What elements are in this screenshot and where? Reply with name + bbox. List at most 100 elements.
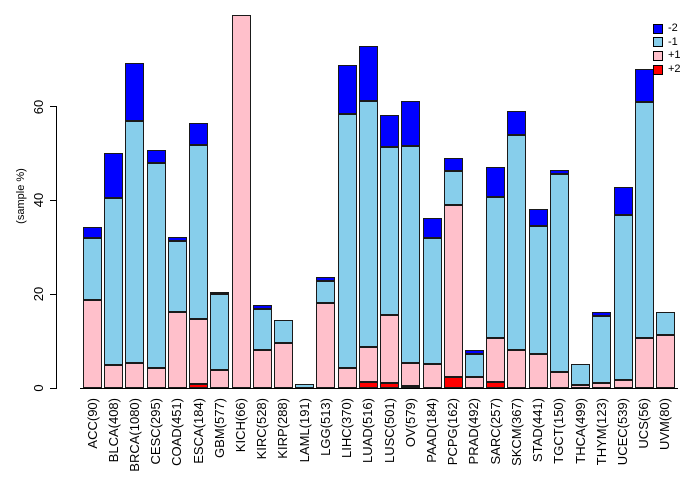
bar-group bbox=[401, 101, 420, 388]
x-axis-label: LGG(513) bbox=[317, 398, 333, 456]
bar-segment bbox=[465, 354, 484, 377]
bar-group bbox=[359, 46, 378, 388]
legend-color-swatch bbox=[653, 64, 663, 75]
x-axis-label: KIRC(528) bbox=[254, 398, 270, 460]
bar-group bbox=[189, 123, 208, 388]
x-axis-label: ESCA(184) bbox=[190, 398, 206, 464]
x-axis-label: UCS(56) bbox=[636, 398, 652, 449]
bar-segment bbox=[104, 153, 123, 198]
y-tick-mark bbox=[50, 199, 57, 201]
bar-segment bbox=[147, 163, 166, 368]
bar-segment bbox=[189, 123, 208, 145]
bar-segment bbox=[401, 363, 420, 386]
bar-segment bbox=[125, 121, 144, 363]
legend-label: -2 bbox=[668, 22, 678, 35]
bar-group bbox=[274, 320, 293, 388]
bar-group bbox=[168, 237, 187, 388]
x-axis-label: OV(579) bbox=[402, 398, 418, 448]
legend-color-swatch bbox=[653, 50, 663, 61]
bar-group bbox=[232, 15, 251, 388]
x-axis-label: PAAD(184) bbox=[424, 398, 440, 463]
bar-segment bbox=[465, 377, 484, 388]
bar-segment bbox=[210, 370, 229, 388]
bar-segment bbox=[104, 365, 123, 388]
bar-segment bbox=[210, 294, 229, 370]
bar-segment bbox=[401, 101, 420, 146]
bar-segment bbox=[571, 364, 590, 385]
legend-label: -1 bbox=[668, 35, 678, 48]
bar-segment bbox=[147, 150, 166, 163]
bar-segment bbox=[550, 372, 569, 388]
bar-segment bbox=[486, 167, 505, 197]
bar-group bbox=[295, 384, 314, 388]
bar-segment bbox=[592, 316, 611, 383]
bar-segment bbox=[125, 63, 144, 121]
x-axis-label: LAML(191) bbox=[296, 398, 312, 463]
x-axis-label: SARC(257) bbox=[487, 398, 503, 465]
x-axis-label: KICH(66) bbox=[233, 398, 249, 453]
x-axis-label: LIHC(370) bbox=[339, 398, 355, 458]
bar-segment bbox=[83, 238, 102, 300]
bar-group bbox=[316, 277, 335, 388]
bar-segment bbox=[614, 215, 633, 380]
bar-group bbox=[380, 115, 399, 388]
bar-segment bbox=[359, 382, 378, 388]
bar-segment bbox=[189, 319, 208, 384]
bar-group bbox=[444, 158, 463, 388]
bar-segment bbox=[423, 238, 442, 364]
legend: -2 -1 +1 +2 bbox=[653, 22, 681, 76]
bar-segment bbox=[614, 380, 633, 388]
bar-segment bbox=[529, 226, 548, 354]
x-axis-baseline bbox=[80, 388, 678, 389]
bar-group bbox=[507, 111, 526, 388]
bar-segment bbox=[507, 135, 526, 350]
bar-segment bbox=[168, 237, 187, 241]
y-tick-mark bbox=[50, 293, 57, 295]
bar-segment bbox=[444, 205, 463, 377]
bar-segment bbox=[189, 384, 208, 388]
y-tick-mark bbox=[50, 387, 57, 389]
x-axis-label: ACC(90) bbox=[84, 398, 100, 449]
x-axis-label: STAD(441) bbox=[530, 398, 546, 463]
legend-item: +1 bbox=[653, 49, 681, 63]
bar-segment bbox=[316, 281, 335, 303]
bar-segment bbox=[423, 218, 442, 238]
bar-segment bbox=[423, 364, 442, 388]
bar-segment bbox=[614, 187, 633, 215]
y-tick-label: 40 bbox=[31, 193, 46, 208]
bar-segment bbox=[380, 115, 399, 147]
bar-segment bbox=[592, 312, 611, 316]
bar-group bbox=[592, 312, 611, 388]
legend-label: +1 bbox=[668, 49, 681, 62]
bar-segment bbox=[210, 292, 229, 294]
bar-segment bbox=[253, 350, 272, 388]
bar-segment bbox=[444, 158, 463, 171]
bar-segment bbox=[635, 338, 654, 388]
bar-segment bbox=[295, 384, 314, 388]
x-axis-label: UVM(80) bbox=[657, 398, 673, 451]
bar-segment bbox=[486, 197, 505, 338]
bar-segment bbox=[316, 277, 335, 281]
bar-segment bbox=[635, 69, 654, 102]
x-axis-label: THYM(123) bbox=[593, 398, 609, 466]
bar-segment bbox=[83, 300, 102, 388]
bar-group bbox=[656, 312, 675, 388]
bar-segment bbox=[550, 170, 569, 174]
bar-segment bbox=[232, 15, 251, 388]
bar-segment bbox=[380, 147, 399, 315]
bar-group bbox=[104, 153, 123, 388]
legend-item: -1 bbox=[653, 36, 681, 50]
bar-segment bbox=[189, 145, 208, 319]
bar-group bbox=[83, 227, 102, 388]
bar-segment bbox=[125, 363, 144, 388]
bar-segment bbox=[338, 65, 357, 114]
x-axis-label: BLCA(408) bbox=[105, 398, 121, 463]
x-axis-label: COAD(451) bbox=[169, 398, 185, 466]
x-axis-label: SKCM(367) bbox=[508, 398, 524, 466]
bar-segment bbox=[507, 111, 526, 135]
y-axis-line bbox=[56, 106, 57, 388]
legend-item: -2 bbox=[653, 22, 681, 36]
legend-item: +2 bbox=[653, 63, 681, 77]
bar-segment bbox=[444, 377, 463, 388]
